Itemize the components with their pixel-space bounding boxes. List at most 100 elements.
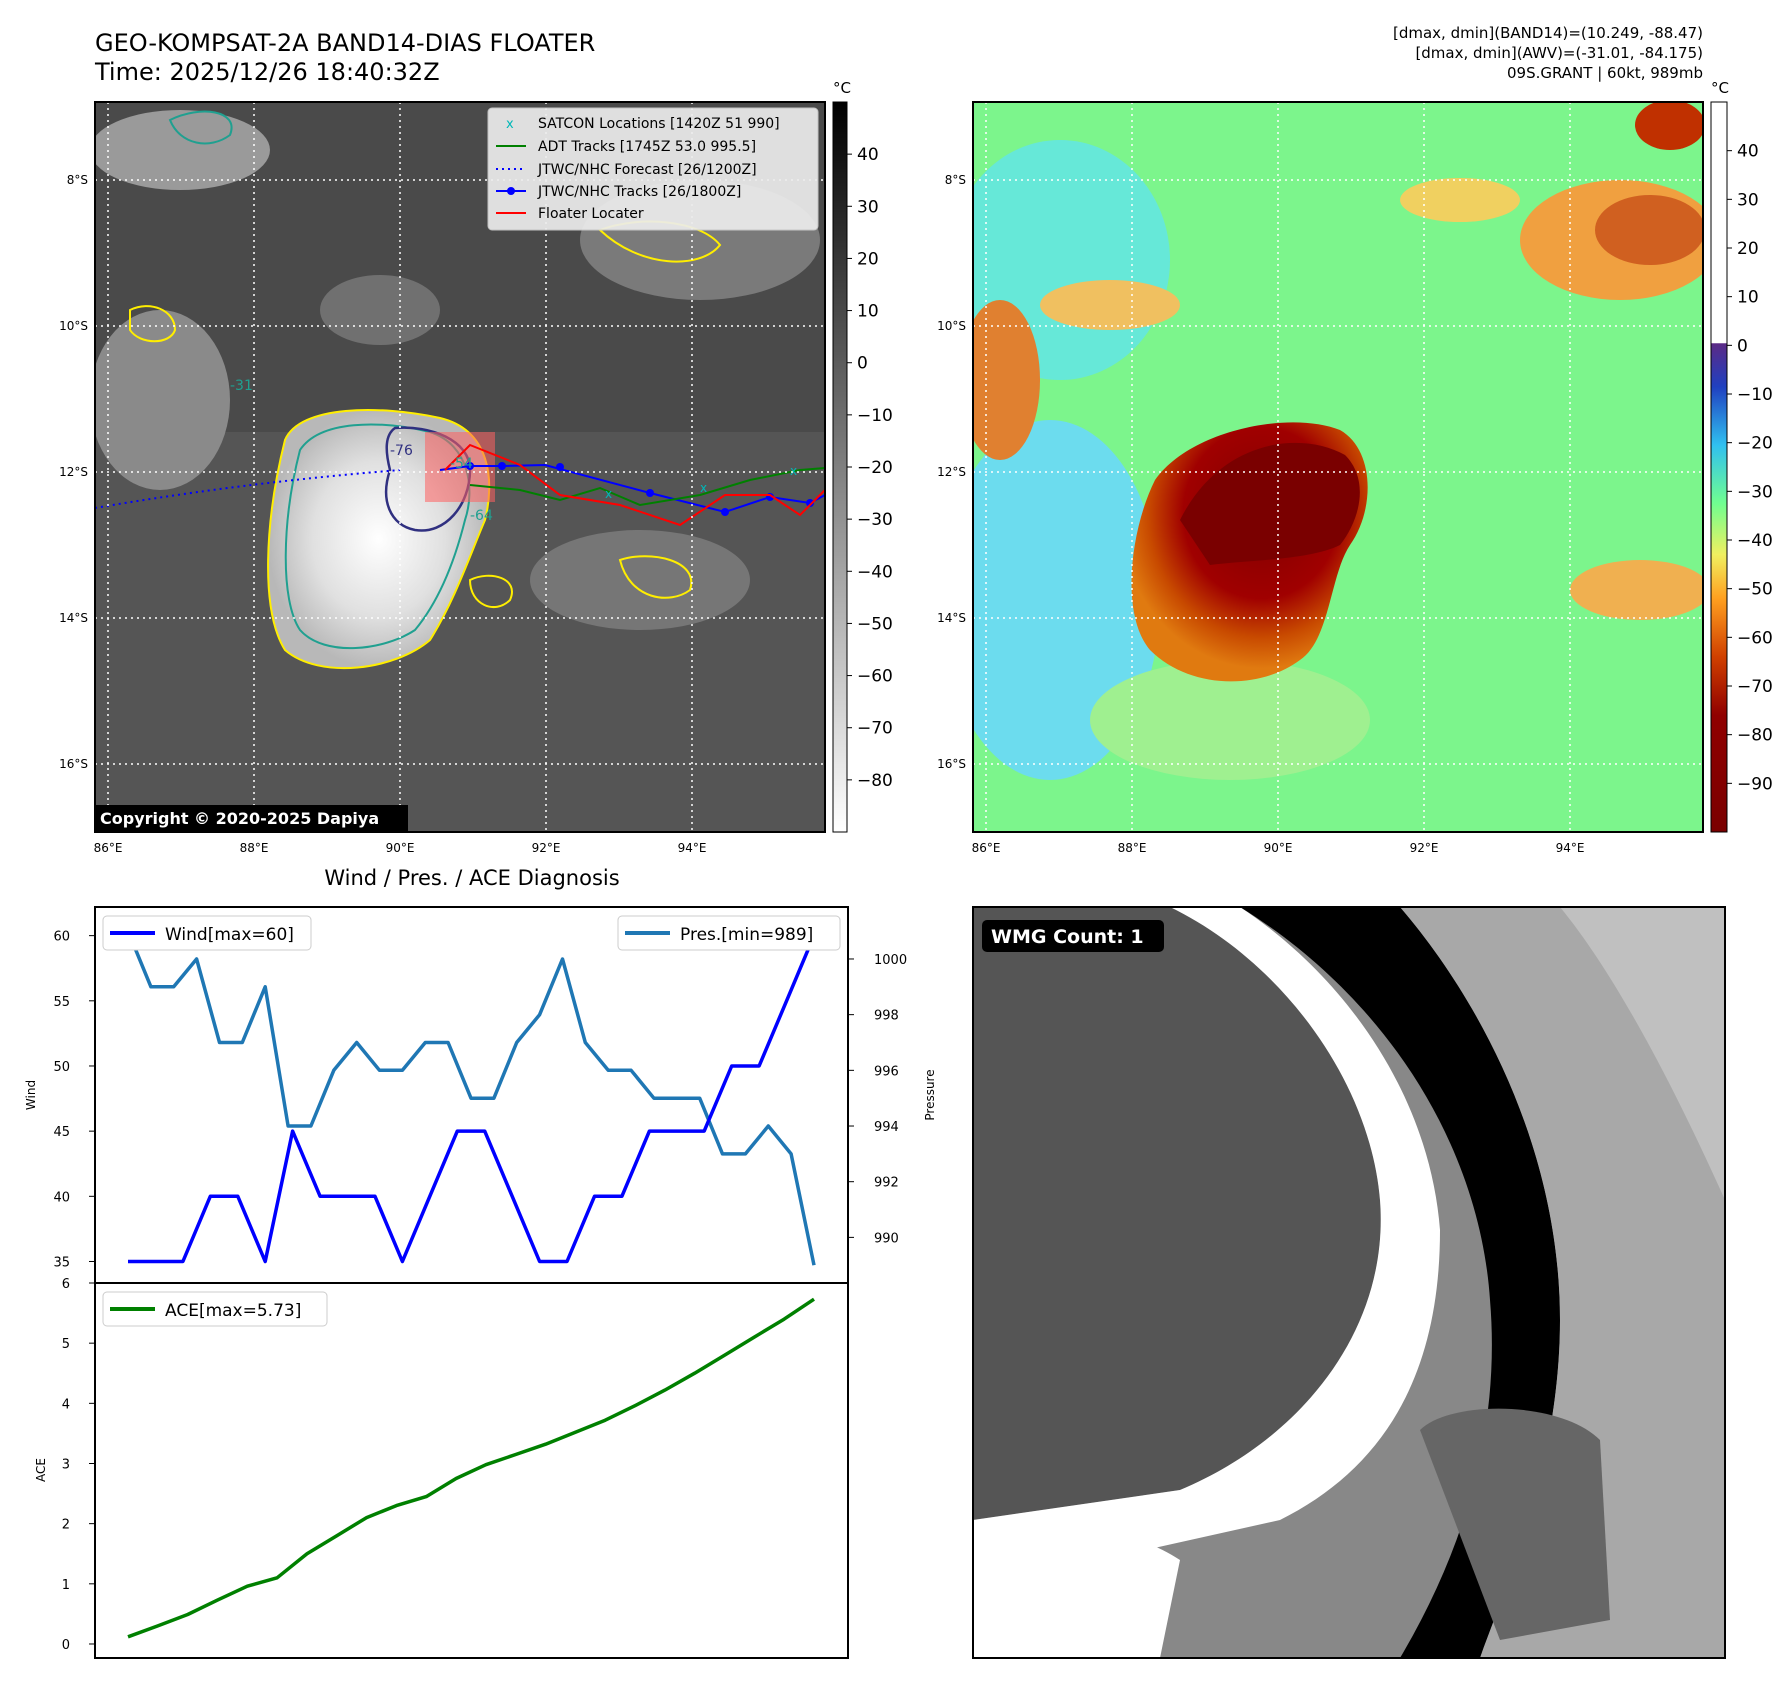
wmg-count-label: WMG Count: 1 xyxy=(991,926,1144,948)
lon-tick: 94°E xyxy=(678,841,707,855)
wind-axis-label: Wind xyxy=(24,1080,38,1110)
ace-tick-label: 0 xyxy=(62,1638,70,1653)
wind-tick-label: 60 xyxy=(53,930,70,945)
lon-tick: 90°E xyxy=(386,841,415,855)
pressure-tick-label: 998 xyxy=(874,1009,899,1024)
legend-label: JTWC/NHC Forecast [26/1200Z] xyxy=(537,162,757,178)
contour-label: -31 xyxy=(230,378,253,394)
contour-label: -76 xyxy=(390,443,413,459)
pressure-tick-label: 994 xyxy=(874,1120,899,1135)
ace-tick-label: 6 xyxy=(62,1277,70,1292)
pressure-tick-label: 990 xyxy=(874,1231,899,1246)
lon-tick: 94°E xyxy=(1556,841,1585,855)
lat-tick: 12°S xyxy=(59,465,88,479)
colorbar-tick-label: 30 xyxy=(857,197,879,217)
colorbar-tick-label: −50 xyxy=(857,614,893,634)
lon-tick: 92°E xyxy=(1410,841,1439,855)
wind-series-line xyxy=(128,934,816,1264)
ace-chart: 0 1 2 3 4 5 6 ACE ACE[max=5.73] xyxy=(34,1277,849,1659)
ace-axis-label: ACE xyxy=(34,1458,48,1482)
lon-tick: 88°E xyxy=(240,841,269,855)
wind-tick-label: 45 xyxy=(53,1125,70,1140)
ace-tick-label: 2 xyxy=(62,1518,70,1533)
colorbar-tick-label: 20 xyxy=(1737,239,1759,259)
diagnosis-title: Wind / Pres. / ACE Diagnosis xyxy=(324,866,619,890)
colorbar-tick-label: 10 xyxy=(1737,288,1759,308)
ace-tick-label: 4 xyxy=(62,1397,70,1412)
stats-band14: [dmax, dmin](BAND14)=(10.249, -88.47) xyxy=(1393,24,1703,42)
colorbar-tick-label: −70 xyxy=(1737,677,1773,697)
colorbar-tick-label: −80 xyxy=(1737,726,1773,746)
figure-time: Time: 2025/12/26 18:40:32Z xyxy=(94,58,440,86)
lat-tick: 12°S xyxy=(937,465,966,479)
stats-awv: [dmax, dmin](AWV)=(-31.01, -84.175) xyxy=(1415,44,1703,62)
wind-legend: Wind[max=60] xyxy=(102,915,312,951)
lon-tick: 92°E xyxy=(532,841,561,855)
legend-icon-satcon: x xyxy=(506,117,514,132)
ace-tick-label: 3 xyxy=(62,1457,70,1472)
wmg-panel: WMG Count: 1 xyxy=(972,906,1726,1659)
colorbar-tick-label: −10 xyxy=(857,406,893,426)
legend-label: Floater Locater xyxy=(538,206,644,222)
lon-tick: 90°E xyxy=(1264,841,1293,855)
colorbar-tick-label: −70 xyxy=(857,719,893,739)
lat-tick: 10°S xyxy=(59,319,88,333)
wind-tick-label: 40 xyxy=(53,1190,70,1205)
svg-text:x: x xyxy=(790,464,797,478)
legend-label: ADT Tracks [1745Z 53.0 995.5] xyxy=(538,139,756,155)
legend-label: ACE[max=5.73] xyxy=(165,1301,301,1321)
ace-tick-label: 1 xyxy=(62,1578,70,1593)
lat-tick: 16°S xyxy=(59,757,88,771)
colorbar-tick-label: 40 xyxy=(1737,142,1759,162)
colorbar-tick-label: −50 xyxy=(1737,580,1773,600)
lon-tick: 86°E xyxy=(94,841,123,855)
ace-legend: ACE[max=5.73] xyxy=(102,1291,328,1327)
storm-info: 09S.GRANT | 60kt, 989mb xyxy=(1507,64,1703,82)
ir-gray-map: x x x -31 -54 -64 -76 Copyright © 2020-2… xyxy=(59,101,826,855)
colorbar-unit: °C xyxy=(1711,79,1729,97)
contour-label: -54 xyxy=(450,456,473,472)
pressure-tick-label: 1000 xyxy=(874,953,907,968)
colorbar-tick-label: 0 xyxy=(857,354,868,374)
lat-tick: 8°S xyxy=(67,173,88,187)
lat-tick: 16°S xyxy=(937,757,966,771)
figure-title: GEO-KOMPSAT-2A BAND14-DIAS FLOATER xyxy=(95,29,595,57)
map-legend: x SATCON Locations [1420Z 51 990] ADT Tr… xyxy=(487,107,819,231)
colorbar-tick-label: −40 xyxy=(857,562,893,582)
lon-tick: 88°E xyxy=(1118,841,1147,855)
wind-tick-label: 50 xyxy=(53,1060,70,1075)
colorbar-tick-label: −10 xyxy=(1737,385,1773,405)
wind-tick-label: 55 xyxy=(53,995,70,1010)
colorbar-tick-label: −40 xyxy=(1737,531,1773,551)
lat-tick: 10°S xyxy=(937,319,966,333)
colorbar-tick-label: −20 xyxy=(857,458,893,478)
pressure-tick-label: 996 xyxy=(874,1064,899,1079)
lat-tick: 14°S xyxy=(59,611,88,625)
wind-tick-label: 35 xyxy=(53,1255,70,1270)
colorbar-tick-label: 0 xyxy=(1737,336,1748,356)
colorbar-tick-label: −60 xyxy=(1737,628,1773,648)
legend-label: Wind[max=60] xyxy=(165,925,294,945)
copyright-label: Copyright © 2020-2025 Dapiya xyxy=(100,809,379,828)
svg-text:x: x xyxy=(605,487,612,501)
pressure-series-line xyxy=(126,930,816,1266)
colorbar-tick-label: 30 xyxy=(1737,190,1759,210)
colorbar-tick-label: 10 xyxy=(857,302,879,322)
colorbar-tick-label: −20 xyxy=(1737,434,1773,454)
wind-pressure-chart: 35 40 45 50 55 60 990 992 994 996 998 1000 Wind Pr… xyxy=(24,906,937,1284)
colorbar-tick-label: −90 xyxy=(1737,774,1773,794)
colorbar-tick-label: −60 xyxy=(857,667,893,687)
legend-label: SATCON Locations [1420Z 51 990] xyxy=(538,116,780,132)
colorbar-tick-label: −30 xyxy=(857,510,893,530)
ace-series-line xyxy=(127,1297,815,1639)
ir-color-map: 86°E 88°E 90°E 92°E 94°E 8°S 10°S 12°S 1… xyxy=(937,101,1704,855)
color-colorbar: °C 40 30 20 10 0 −10 −20 −30 −40 −50 −60 −70 −80 −90 xyxy=(1710,79,1773,833)
lon-tick: 86°E xyxy=(972,841,1001,855)
contour-label: -64 xyxy=(470,508,493,524)
lat-tick: 8°S xyxy=(945,173,966,187)
colorbar-tick-label: 20 xyxy=(857,249,879,269)
legend-label: JTWC/NHC Tracks [26/1800Z] xyxy=(537,184,741,200)
colorbar-tick-label: 40 xyxy=(857,145,879,165)
pressure-legend: Pres.[min=989] xyxy=(617,915,841,951)
